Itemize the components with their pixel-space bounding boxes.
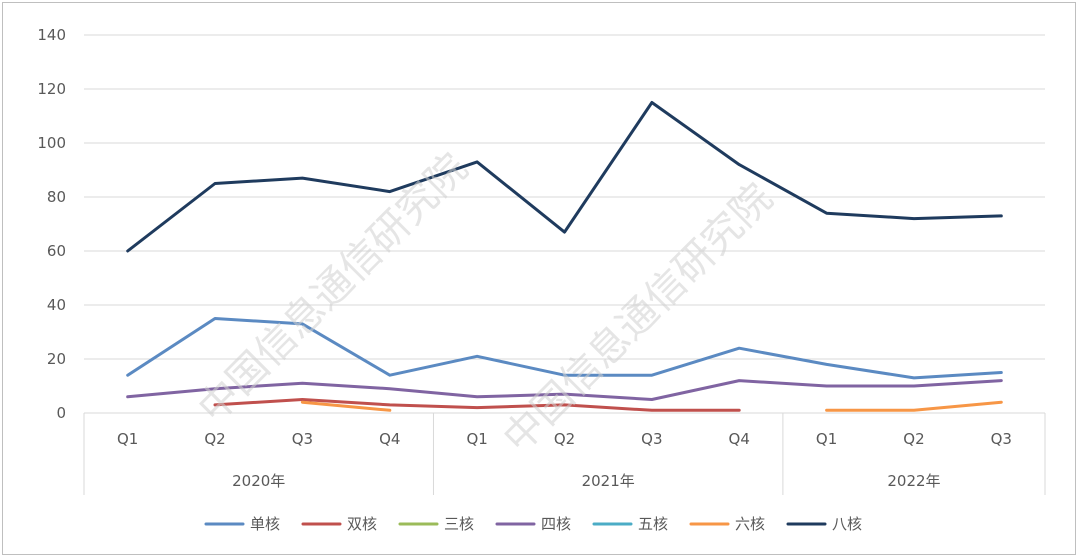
y-tick-label: 0 xyxy=(56,404,66,422)
x-tick-label: Q3 xyxy=(641,430,662,448)
x-tick-label: Q1 xyxy=(117,430,138,448)
series-line xyxy=(213,398,741,412)
y-tick-label: 40 xyxy=(47,296,66,314)
legend-label: 六核 xyxy=(735,515,765,533)
y-tick-label: 100 xyxy=(37,134,66,152)
year-label: 2021年 xyxy=(582,472,635,490)
legend-label: 双核 xyxy=(347,515,377,533)
series-line xyxy=(300,400,392,412)
y-tick-label: 80 xyxy=(47,188,66,206)
series-line xyxy=(126,317,1003,380)
y-tick-label: 120 xyxy=(37,80,66,98)
x-tick-label: Q3 xyxy=(991,430,1012,448)
series-line xyxy=(126,379,1003,401)
series-line xyxy=(825,400,1003,412)
y-tick-label: 60 xyxy=(47,242,66,260)
legend-label: 八核 xyxy=(832,515,862,533)
x-tick-label: Q1 xyxy=(466,430,487,448)
y-tick-label: 20 xyxy=(47,350,66,368)
series-line xyxy=(126,101,1003,253)
x-tick-label: Q1 xyxy=(816,430,837,448)
legend-label: 三核 xyxy=(444,515,474,533)
x-tick-label: Q2 xyxy=(554,430,575,448)
legend-label: 四核 xyxy=(541,515,571,533)
year-label: 2022年 xyxy=(887,472,940,490)
x-tick-label: Q2 xyxy=(204,430,225,448)
x-tick-label: Q3 xyxy=(292,430,313,448)
watermark-text: 中国信息通信研究院 xyxy=(495,175,782,462)
year-label: 2020年 xyxy=(232,472,285,490)
x-tick-label: Q4 xyxy=(379,430,400,448)
x-tick-label: Q4 xyxy=(729,430,750,448)
y-tick-label: 140 xyxy=(37,26,66,44)
legend-label: 五核 xyxy=(638,515,668,533)
x-tick-label: Q2 xyxy=(903,430,924,448)
legend-label: 单核 xyxy=(250,515,280,533)
watermark-text: 中国信息通信研究院 xyxy=(190,145,477,432)
